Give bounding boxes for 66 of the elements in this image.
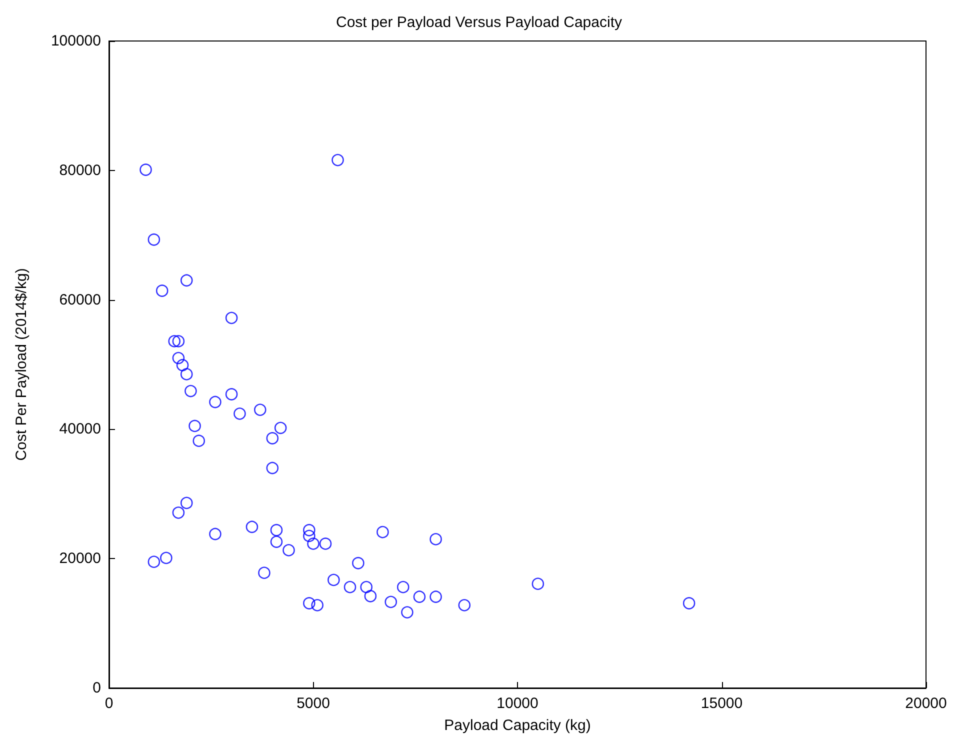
point — [172, 335, 185, 348]
point — [270, 524, 283, 536]
point — [156, 284, 168, 297]
point — [266, 462, 279, 474]
x-tick-label: 5000 — [296, 695, 330, 712]
point — [184, 384, 197, 398]
point — [396, 580, 410, 594]
point — [319, 538, 332, 550]
x-tick-label: 10000 — [496, 695, 538, 712]
point — [328, 574, 340, 586]
y-tick-label: 0 — [92, 680, 101, 696]
point — [172, 352, 185, 364]
y-tick-label: 100000 — [50, 32, 101, 50]
point — [270, 536, 283, 548]
x-axis-title: Payload Capacity (kg) — [444, 717, 591, 734]
point — [532, 578, 544, 590]
point — [360, 580, 373, 594]
point — [376, 526, 389, 538]
point — [352, 556, 364, 570]
point — [225, 388, 238, 400]
point — [246, 520, 258, 534]
x-tick-label: 15000 — [700, 695, 743, 712]
point — [192, 434, 206, 447]
point — [274, 422, 287, 434]
point — [303, 524, 316, 536]
point — [148, 556, 160, 568]
point — [234, 408, 246, 420]
point — [413, 590, 426, 603]
point — [311, 599, 324, 612]
point — [148, 233, 160, 246]
point — [282, 544, 295, 556]
point — [344, 580, 356, 594]
y-axis-title: Cost Per Payload (2014$/kg) — [13, 268, 30, 461]
point — [682, 597, 696, 610]
chart-title: Cost per Payload Versus Payload Capacity — [336, 14, 622, 31]
point — [258, 566, 270, 579]
y-tick-label: 40000 — [59, 420, 101, 438]
point — [180, 274, 193, 287]
y-tick-label: 20000 — [59, 550, 101, 568]
point — [176, 359, 189, 372]
x-tick-label: 20000 — [905, 695, 947, 712]
point — [140, 164, 152, 176]
y-tick-label: 60000 — [59, 291, 101, 308]
point — [168, 335, 181, 348]
point — [458, 599, 471, 612]
point — [254, 404, 266, 416]
point — [180, 496, 193, 510]
point — [225, 312, 238, 324]
point — [266, 432, 279, 444]
point — [307, 538, 320, 550]
point — [209, 528, 222, 540]
point — [160, 552, 172, 564]
point — [180, 368, 193, 380]
point — [384, 596, 398, 608]
point — [172, 506, 185, 519]
point — [303, 597, 316, 610]
point — [430, 590, 442, 603]
point — [401, 606, 414, 618]
point — [209, 396, 222, 408]
point — [303, 530, 316, 542]
point — [364, 590, 377, 602]
point — [332, 154, 344, 166]
point — [188, 420, 201, 432]
y-tick-label: 80000 — [59, 162, 101, 179]
point — [430, 533, 442, 546]
x-tick-label: 0 — [104, 695, 114, 712]
